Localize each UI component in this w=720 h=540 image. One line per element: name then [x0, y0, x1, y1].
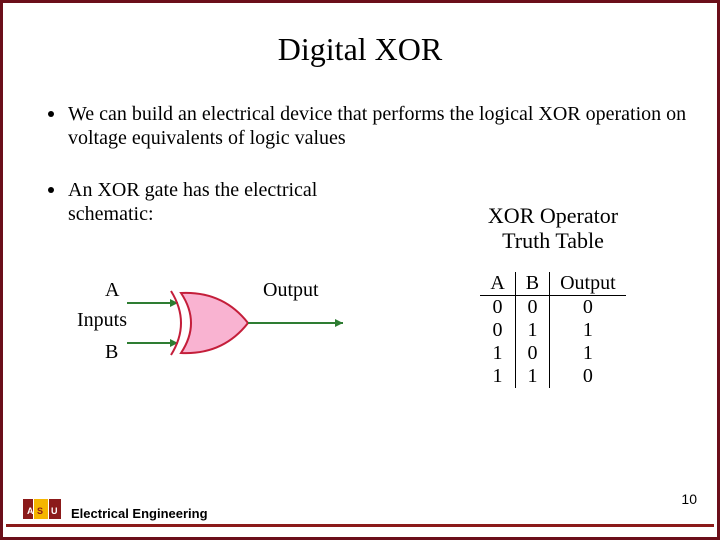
truth-cell: 0: [515, 342, 549, 365]
footer-inner: A S U Electrical Engineering: [3, 497, 717, 525]
slide-frame: Digital XOR We can build an electrical d…: [0, 0, 720, 540]
truth-row: 0 1 1: [480, 319, 625, 342]
xor-gate-svg: [83, 285, 403, 395]
truth-row: 0 0 0: [480, 295, 625, 319]
xor-schematic: A Inputs B Output: [83, 285, 403, 405]
bullet-dot-icon: [48, 187, 54, 193]
truth-cell: 0: [480, 295, 515, 319]
truth-table: A B Output 0 0 0 0 1 1 1 0: [480, 272, 625, 388]
department-label: Electrical Engineering: [71, 506, 208, 521]
truth-cell: 1: [550, 342, 626, 365]
truth-header-a: A: [480, 272, 515, 296]
truth-cell: 1: [515, 365, 549, 388]
truth-header-output: Output: [550, 272, 626, 296]
truth-table-area: XOR Operator Truth Table A B Output 0 0 …: [423, 203, 683, 388]
truth-row: 1 0 1: [480, 342, 625, 365]
truth-header-row: A B Output: [480, 272, 625, 296]
bullet-text: We can build an electrical device that p…: [68, 102, 687, 150]
bullet-dot-icon: [48, 111, 54, 117]
asu-logo-icon: A S U: [23, 497, 63, 521]
truth-cell: 0: [550, 295, 626, 319]
truth-title-line1: XOR Operator: [488, 203, 618, 228]
svg-text:S: S: [37, 506, 43, 516]
truth-row: 1 1 0: [480, 365, 625, 388]
truth-cell: 1: [515, 319, 549, 342]
truth-cell: 0: [480, 319, 515, 342]
truth-cell: 0: [550, 365, 626, 388]
truth-cell: 0: [515, 295, 549, 319]
slide-title: Digital XOR: [3, 31, 717, 68]
truth-title-line2: Truth Table: [502, 228, 604, 253]
bullet-text: An XOR gate has the electrical schematic…: [68, 178, 380, 226]
svg-text:U: U: [51, 506, 58, 516]
truth-cell: 1: [480, 365, 515, 388]
svg-text:A: A: [27, 506, 34, 516]
truth-cell: 1: [550, 319, 626, 342]
truth-cell: 1: [480, 342, 515, 365]
bullet-item: An XOR gate has the electrical schematic…: [48, 178, 380, 226]
truth-header-b: B: [515, 272, 549, 296]
bullet-item: We can build an electrical device that p…: [48, 102, 687, 150]
slide-footer: A S U Electrical Engineering: [3, 497, 717, 525]
footer-divider: [6, 524, 714, 527]
truth-table-title: XOR Operator Truth Table: [423, 203, 683, 254]
